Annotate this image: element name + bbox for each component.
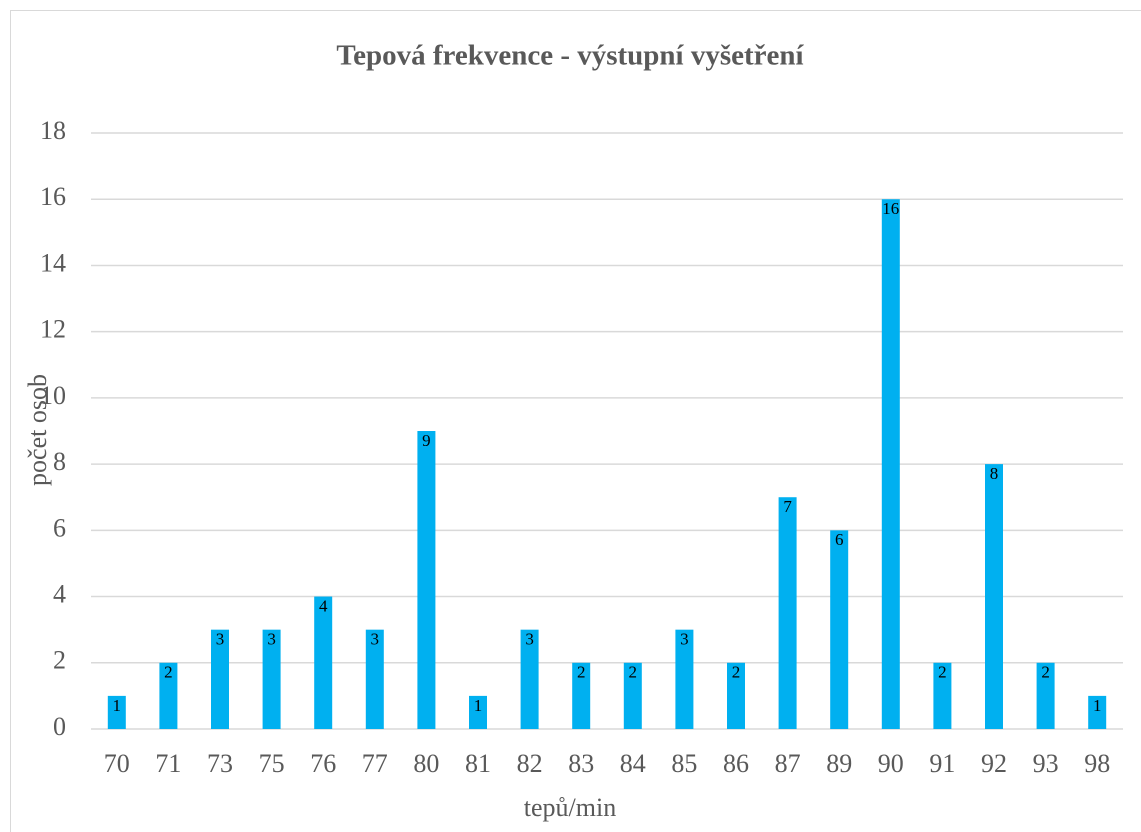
data-label: 8 <box>990 464 999 483</box>
data-label: 9 <box>422 431 431 450</box>
x-tick-label: 77 <box>362 749 388 778</box>
x-tick-label: 73 <box>207 749 233 778</box>
data-label: 3 <box>216 630 225 649</box>
data-label: 3 <box>371 630 380 649</box>
data-label: 6 <box>835 530 844 549</box>
bar <box>727 662 745 729</box>
bar <box>881 199 900 729</box>
data-label: 16 <box>882 199 899 218</box>
data-label: 3 <box>525 630 534 649</box>
x-tick-label: 89 <box>826 749 852 778</box>
x-tick-label: 76 <box>310 749 336 778</box>
x-tick-label: 90 <box>878 749 904 778</box>
y-tick-label: 12 <box>40 315 66 344</box>
bar <box>830 530 849 729</box>
x-tick-label: 91 <box>929 749 955 778</box>
y-tick-label: 18 <box>40 116 66 145</box>
bar <box>107 695 126 729</box>
y-tick-label: 16 <box>40 182 66 211</box>
x-tick-label: 84 <box>620 749 646 778</box>
data-label: 2 <box>164 663 173 682</box>
x-axis-label: tepů/min <box>524 793 616 822</box>
bar <box>933 662 952 729</box>
bar <box>469 695 487 729</box>
bar <box>365 629 384 729</box>
x-tick-label: 81 <box>465 749 491 778</box>
bar <box>211 629 229 729</box>
data-label: 2 <box>1041 663 1050 682</box>
x-tick-label: 82 <box>517 749 543 778</box>
x-tick-label: 87 <box>775 749 801 778</box>
data-label: 4 <box>319 596 328 615</box>
data-label: 2 <box>732 663 741 682</box>
data-label: 2 <box>577 663 586 682</box>
y-axis-label: počet osob <box>23 374 52 486</box>
y-tick-label: 10 <box>40 381 66 410</box>
y-tick-label: 4 <box>53 580 66 609</box>
x-tick-label: 85 <box>671 749 697 778</box>
data-label: 1 <box>113 696 122 715</box>
y-tick-label: 8 <box>53 447 66 476</box>
data-label: 2 <box>938 663 947 682</box>
bar <box>778 497 797 729</box>
data-label: 3 <box>267 630 276 649</box>
bar <box>520 629 539 729</box>
y-tick-label: 0 <box>53 712 66 741</box>
data-label: 7 <box>783 497 792 516</box>
data-label: 1 <box>1093 696 1102 715</box>
bar <box>675 629 694 729</box>
x-tick-label: 75 <box>259 749 285 778</box>
bar <box>159 662 178 729</box>
bar <box>1036 662 1055 729</box>
x-tick-label: 83 <box>568 749 594 778</box>
chart-title: Tepová frekvence - výstupní vyšetření <box>336 40 804 72</box>
bar <box>985 464 1003 729</box>
x-tick-label: 92 <box>981 749 1007 778</box>
x-tick-label: 98 <box>1084 749 1110 778</box>
x-tick-label: 71 <box>155 749 181 778</box>
bar <box>623 662 642 729</box>
data-label: 1 <box>474 696 483 715</box>
bar <box>262 629 281 729</box>
x-tick-label: 80 <box>413 749 439 778</box>
bar <box>1088 695 1107 729</box>
y-tick-label: 6 <box>53 513 66 542</box>
bar <box>572 662 591 729</box>
bar <box>314 596 333 729</box>
data-label: 2 <box>629 663 638 682</box>
x-tick-label: 93 <box>1033 749 1059 778</box>
data-label: 3 <box>680 630 689 649</box>
x-tick-label: 86 <box>723 749 749 778</box>
x-tick-label: 70 <box>104 749 130 778</box>
y-tick-label: 14 <box>40 248 66 277</box>
bar <box>417 431 436 729</box>
y-tick-label: 2 <box>53 646 66 675</box>
